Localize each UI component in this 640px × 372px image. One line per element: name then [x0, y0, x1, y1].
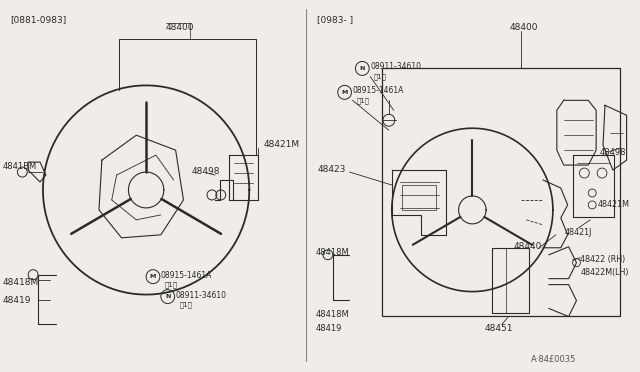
- Text: A·84£0035: A·84£0035: [531, 355, 577, 364]
- Text: 48418M: 48418M: [315, 248, 349, 257]
- Text: 4841BM: 4841BM: [3, 162, 37, 171]
- Bar: [401, 185, 436, 210]
- Text: N: N: [360, 66, 365, 71]
- Text: 48498: 48498: [600, 148, 627, 157]
- Text: 48419: 48419: [315, 324, 342, 333]
- Text: 08911-34610: 08911-34610: [175, 291, 227, 299]
- Text: 48440: 48440: [514, 242, 542, 251]
- Text: M: M: [341, 90, 348, 95]
- Text: 48421M: 48421M: [598, 200, 630, 209]
- Text: 08915-1461A: 08915-1461A: [353, 86, 404, 95]
- Bar: [382, 68, 620, 315]
- Text: （1）: （1）: [180, 302, 193, 308]
- Text: [0983- ]: [0983- ]: [317, 15, 353, 24]
- Text: 48400: 48400: [166, 23, 195, 32]
- Text: 48421J: 48421J: [564, 228, 592, 237]
- Text: 48422M(LH): 48422M(LH): [580, 268, 629, 277]
- Bar: [492, 248, 529, 312]
- Text: （1）: （1）: [356, 97, 369, 104]
- Text: （1）: （1）: [164, 282, 178, 288]
- Text: M: M: [150, 274, 156, 279]
- Text: 48422 (RH): 48422 (RH): [580, 255, 626, 264]
- Text: 48400: 48400: [509, 23, 538, 32]
- Text: 48498: 48498: [191, 167, 220, 176]
- Text: N: N: [165, 294, 170, 299]
- Text: 48418M: 48418M: [315, 310, 349, 318]
- Text: 48421M: 48421M: [264, 140, 300, 149]
- Text: 08915-1461A: 08915-1461A: [161, 271, 212, 280]
- Text: 48423: 48423: [317, 165, 346, 174]
- Text: 48451: 48451: [484, 324, 513, 333]
- Text: 48418M: 48418M: [3, 278, 39, 287]
- Text: [0881-0983]: [0881-0983]: [10, 15, 67, 24]
- Text: 48419: 48419: [3, 296, 31, 305]
- Text: 08911-34610: 08911-34610: [370, 62, 421, 71]
- Text: （1）: （1）: [374, 73, 387, 80]
